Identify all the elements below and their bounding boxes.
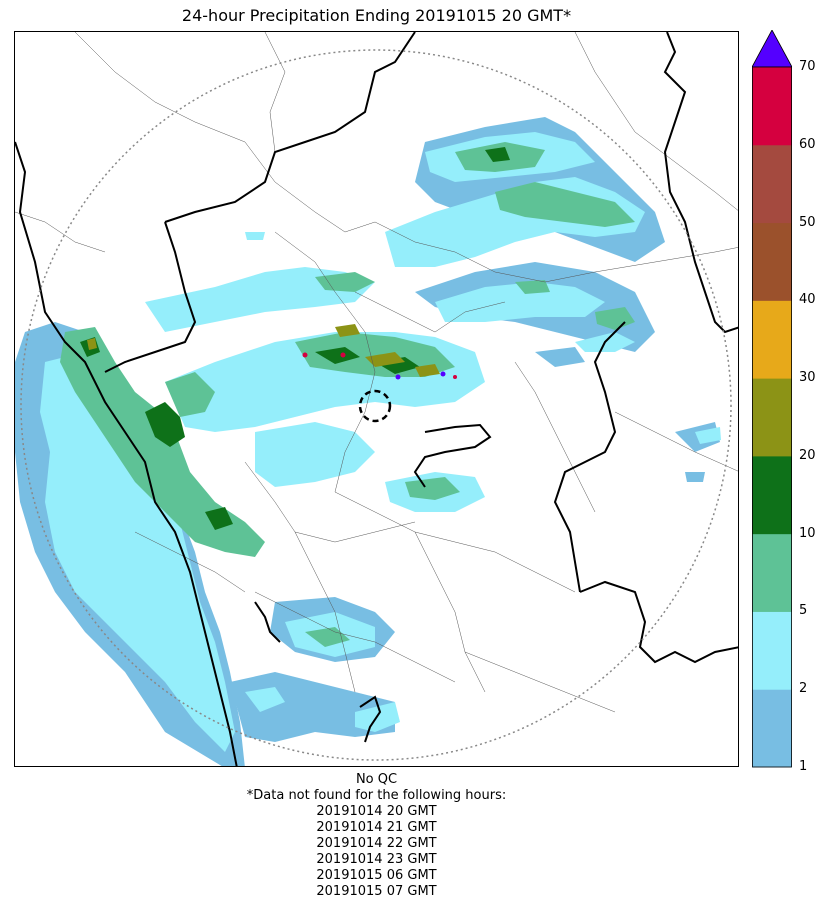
district-borders xyxy=(15,32,738,713)
state-borders xyxy=(15,32,738,766)
colorbar-segment xyxy=(752,67,792,146)
colorbar-tick-label: 70 xyxy=(799,59,816,74)
colorbar-tick-label: 40 xyxy=(799,292,816,308)
colorbar-tick-label: 5 xyxy=(799,603,808,619)
radar-map-canvas xyxy=(15,32,738,766)
map-title: 24-hour Precipitation Ending 20191015 20… xyxy=(181,6,572,25)
colorbar-tick-label: 60 xyxy=(799,136,816,152)
missing-hour: 20191014 23 GMT xyxy=(316,852,437,867)
qc-status: No QC xyxy=(355,772,398,787)
colorbar-tick-label: 1 xyxy=(799,759,808,774)
radar-site-marker xyxy=(358,389,392,423)
colorbar-segment xyxy=(752,144,792,224)
colorbar-svg xyxy=(751,29,793,768)
colorbar-segment xyxy=(752,689,792,768)
colorbar-tick-label: 50 xyxy=(799,214,816,230)
radar-range-ring xyxy=(20,49,732,761)
missing-hour: 20191015 07 GMT xyxy=(316,884,437,899)
colorbar-tick-label: 2 xyxy=(799,681,808,697)
footer-notes: No QC *Data not found for the following … xyxy=(14,772,739,900)
missing-hour: 20191014 22 GMT xyxy=(316,836,437,851)
colorbar-tick-label: 30 xyxy=(799,370,816,386)
colorbar-segment xyxy=(752,300,792,379)
missing-hour: 20191014 21 GMT xyxy=(316,820,437,835)
colorbar xyxy=(751,29,793,770)
missing-hour: 20191014 20 GMT xyxy=(316,804,437,819)
colorbar-segment xyxy=(752,533,792,612)
precip-band-high xyxy=(302,352,457,380)
colorbar-segment xyxy=(752,611,792,690)
precip-band-2-5 xyxy=(40,132,721,752)
colorbar-frame xyxy=(752,66,792,768)
missing-hour: 20191015 06 GMT xyxy=(316,868,437,883)
radar-map xyxy=(14,31,739,767)
precip-band-20-30 xyxy=(87,324,440,377)
colorbar-segment xyxy=(752,455,792,535)
colorbar-segment xyxy=(752,378,792,457)
colorbar-extend-arrow xyxy=(751,29,793,68)
colorbar-tick-label: 20 xyxy=(799,447,816,463)
colorbar-segment xyxy=(752,222,792,301)
missing-data-note: *Data not found for the following hours: xyxy=(246,788,507,803)
colorbar-tick-label: 10 xyxy=(799,525,816,541)
